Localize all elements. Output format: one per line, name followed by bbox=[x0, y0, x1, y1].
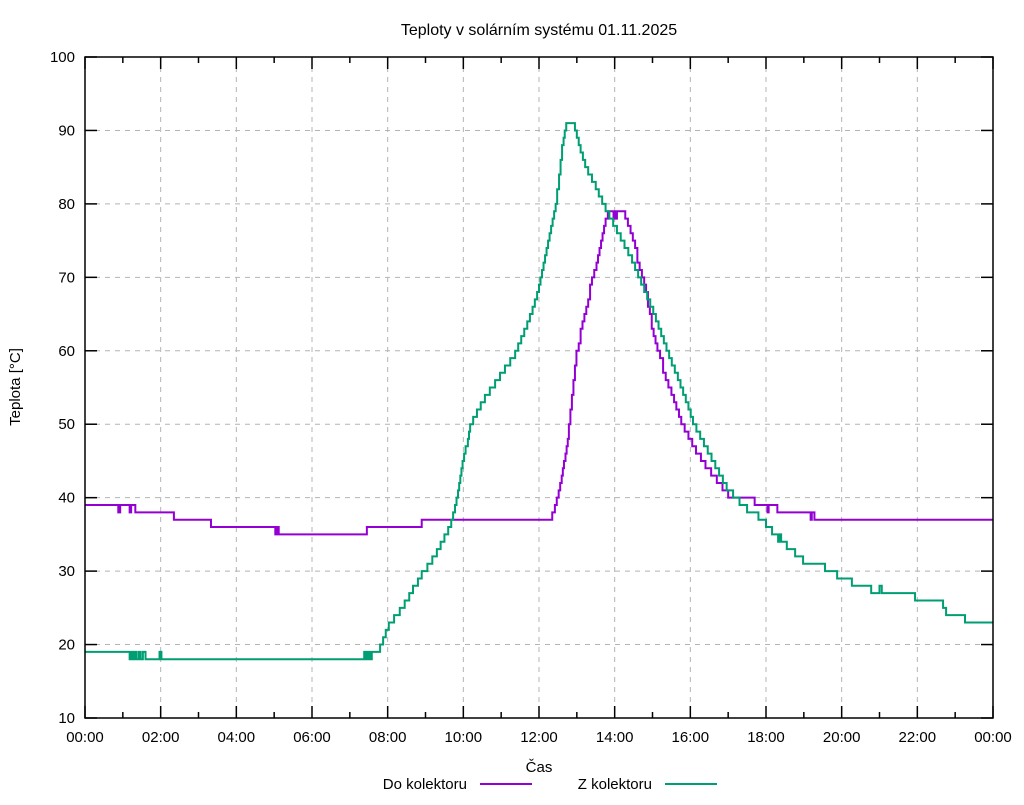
legend-entry-do-kolektoru: Do kolektoru bbox=[383, 776, 532, 793]
x-tick-label: 06:00 bbox=[293, 729, 331, 746]
chart-title: Teploty v solárním systému 01.11.2025 bbox=[401, 22, 677, 39]
x-tick-label: 18:00 bbox=[747, 729, 785, 746]
x-tick-label: 22:00 bbox=[899, 729, 937, 746]
series-line-do-kolektoru bbox=[85, 210, 993, 536]
plot-border bbox=[84, 56, 994, 719]
axis-tick-labels: 00:00 02:00 04:00 06:00 08:00 10:00 12:00 14:00… bbox=[50, 49, 1012, 746]
x-tick-label: 12:00 bbox=[520, 729, 558, 746]
y-tick-label: 100 bbox=[50, 49, 75, 66]
y-tick-label: 70 bbox=[58, 269, 75, 286]
x-tick-label: 04:00 bbox=[218, 729, 256, 746]
x-tick-label: 14:00 bbox=[596, 729, 634, 746]
y-tick-label: 80 bbox=[58, 196, 75, 213]
y-axis-label: Teplota [°C] bbox=[7, 348, 24, 426]
x-tick-label: 16:00 bbox=[672, 729, 710, 746]
x-axis-label: Čas bbox=[526, 759, 553, 776]
legend-label-do-kolektoru: Do kolektoru bbox=[383, 776, 467, 793]
x-tick-label: 20:00 bbox=[823, 729, 861, 746]
series-line-z-kolektoru bbox=[85, 122, 993, 661]
legend-entry-z-kolektoru: Z kolektoru bbox=[578, 776, 717, 793]
y-tick-label: 30 bbox=[58, 563, 75, 580]
grid-lines bbox=[85, 57, 993, 718]
y-tick-label: 60 bbox=[58, 343, 75, 360]
x-tick-label: 02:00 bbox=[142, 729, 180, 746]
y-tick-label: 90 bbox=[58, 122, 75, 139]
y-tick-label: 50 bbox=[58, 416, 75, 433]
data-series bbox=[85, 122, 993, 661]
y-tick-label: 40 bbox=[58, 490, 75, 507]
x-tick-label: 00:00 bbox=[974, 729, 1012, 746]
chart-legend: Do kolektoru Z kolektoru bbox=[383, 776, 717, 793]
x-tick-label: 08:00 bbox=[369, 729, 407, 746]
x-tick-label: 00:00 bbox=[66, 729, 104, 746]
x-tick-label: 10:00 bbox=[445, 729, 483, 746]
y-tick-label: 20 bbox=[58, 637, 75, 654]
y-tick-label: 10 bbox=[58, 710, 75, 727]
legend-label-z-kolektoru: Z kolektoru bbox=[578, 776, 652, 793]
